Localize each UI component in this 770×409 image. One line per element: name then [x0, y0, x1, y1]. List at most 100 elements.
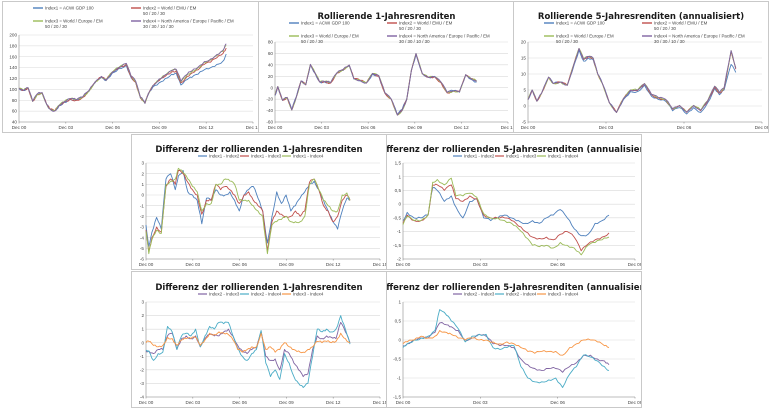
series-line-2: [402, 183, 610, 252]
y-tick-label: 0: [398, 338, 401, 343]
chart-title: Rollierende 1-Jahresrenditen: [317, 12, 455, 22]
series-line-3: [145, 331, 351, 354]
legend-label: 30 / 30 / 10 / 30: [399, 39, 430, 44]
chart-svg: Differenz der rollierenden 1-Jahresrendi…: [139, 283, 386, 405]
chart-title: Rollierende 5-Jahresrenditen (annualisie…: [538, 12, 744, 22]
legend-label: Index1 - Index4: [293, 154, 324, 159]
y-tick-label: 5: [523, 88, 526, 93]
y-tick-label: 0,5: [395, 319, 402, 324]
x-tick-label: Dec 06: [105, 125, 120, 130]
x-tick-label: Dec 00: [396, 400, 411, 405]
y-tick-label: 160: [9, 54, 17, 59]
legend-label: Index3 = World / Europe / EM: [45, 19, 103, 24]
x-tick-label: Dec 00: [139, 262, 154, 267]
y-tick-label: 1: [398, 300, 401, 305]
x-tick-label: Dec 06: [232, 262, 247, 267]
series-line-1: [402, 322, 610, 373]
series-line-1: [145, 170, 351, 247]
legend-label: Index2 - Index3: [464, 292, 495, 297]
y-tick-label: 0: [141, 340, 144, 345]
chart-title: Differenz der rollierenden 1-Jahresrendi…: [155, 283, 362, 293]
chart-panel-diff-1y-index234: Differenz der rollierenden 1-Jahresrendi…: [131, 271, 387, 408]
y-tick-label: 1: [141, 182, 144, 187]
x-tick-label: Dec 12: [199, 125, 214, 130]
y-tick-label: -20: [266, 97, 273, 102]
series-line-2: [402, 309, 610, 388]
chart-svg: Differenz der rollierenden 1-Jahresrendi…: [139, 145, 386, 267]
y-tick-label: 0: [523, 104, 526, 109]
x-tick-label: Dec 06: [550, 262, 565, 267]
chart-svg: Rollierende 1-Jahresrenditen -60 -40 -20 0 20…: [266, 12, 514, 130]
legend-label: Index1 - Index3: [506, 154, 537, 159]
legend-label: 50 / 20 / 30: [556, 39, 579, 44]
y-tick-label: 80: [12, 98, 18, 103]
legend-label: Index2 - Index4: [251, 292, 282, 297]
x-tick-label: Dec 06: [232, 400, 247, 405]
series-line-1: [18, 53, 227, 112]
x-tick-label: Dec 03: [473, 262, 488, 267]
legend-label: Index2 = World / EMU / EM: [143, 6, 197, 11]
y-tick-label: -1: [140, 354, 145, 359]
legend-label: Index2 = World / EMU / EM: [399, 21, 453, 26]
series-line-4: [527, 47, 737, 113]
x-tick-label: Dec 09: [279, 262, 294, 267]
y-tick-label: -3: [140, 225, 145, 230]
legend-label: Index4 = North America / Europe / Pacifi…: [143, 19, 234, 24]
legend-label: Index1 = ACWI GDP 100: [301, 21, 350, 26]
y-tick-label: 180: [9, 43, 17, 48]
legend-label: Index1 = ACWI GDP 100: [556, 21, 605, 26]
legend-label: Index3 = World / Europe / EM: [556, 34, 614, 39]
y-tick-label: -4: [140, 235, 145, 240]
chart-panel-rolling-1y-returns: Rollierende 1-Jahresrenditen -60 -40 -20 0 20…: [258, 1, 515, 133]
legend-label: 50 / 20 / 30: [399, 26, 422, 31]
x-tick-label: Dec 00: [12, 125, 27, 130]
x-tick-label: Dec 09: [628, 262, 641, 267]
y-tick-label: 0: [141, 193, 144, 198]
legend-label: 50 / 20 / 30: [654, 26, 677, 31]
chart-panel-diff-1y-index1: Differenz der rollierenden 1-Jahresrendi…: [131, 134, 387, 270]
y-tick-label: 20: [268, 74, 274, 79]
y-tick-label: 15: [521, 56, 527, 61]
legend-label: Index4 = North America / Europe / Pacifi…: [399, 34, 490, 39]
legend-label: Index3 = World / Europe / EM: [301, 34, 359, 39]
chart-panel-diff-5y-index1: Differenz der rollierenden 5-Jahresrendi…: [386, 134, 642, 270]
y-tick-label: 0,5: [395, 188, 402, 193]
x-tick-label: Dec 09: [408, 125, 423, 130]
series-line-1: [402, 187, 610, 237]
x-tick-label: Dec 09: [755, 125, 768, 130]
x-tick-label: Dec 03: [59, 125, 74, 130]
legend-label: Index2 - Index4: [506, 292, 537, 297]
x-tick-label: Dec 00: [268, 125, 283, 130]
series-line-2: [145, 315, 351, 388]
x-tick-label: Dec 15: [373, 400, 386, 405]
chart-svg: 40 60 80 100 120 140 160 180 200 Dec 00 Dec 03 Dec …: [9, 6, 259, 131]
series-line-4: [18, 43, 227, 112]
x-tick-label: Dec 06: [677, 125, 692, 130]
y-tick-label: 20: [521, 40, 527, 45]
legend-label: Index4 = North America / Europe / Pacifi…: [654, 34, 745, 39]
y-tick-label: -1: [397, 229, 402, 234]
y-tick-label: -2: [140, 367, 145, 372]
y-tick-label: -4: [140, 395, 145, 400]
legend-label: Index1 - Index3: [251, 154, 282, 159]
y-tick-label: 2: [141, 171, 144, 176]
legend-label: Index1 - Index4: [548, 154, 579, 159]
x-tick-label: Dec 12: [326, 400, 341, 405]
legend-label: Index3 - Index4: [293, 292, 324, 297]
series-line-3: [145, 167, 351, 255]
x-tick-label: Dec 00: [139, 400, 154, 405]
series-line-3: [402, 330, 610, 356]
y-tick-label: -1,5: [393, 243, 401, 248]
y-tick-label: -5: [140, 246, 145, 251]
x-tick-label: Dec 12: [454, 125, 469, 130]
y-tick-label: -3: [140, 381, 145, 386]
y-tick-label: 0: [398, 202, 401, 207]
y-tick-label: -2: [140, 214, 145, 219]
x-tick-label: Dec 06: [550, 400, 565, 405]
x-tick-label: Dec 15: [501, 125, 514, 130]
x-tick-label: Dec 15: [373, 262, 386, 267]
x-tick-label: Dec 09: [279, 400, 294, 405]
x-tick-label: Dec 00: [396, 262, 411, 267]
chart-panel-diff-5y-index234: Differenz der rollierenden 5-Jahresrendi…: [386, 271, 642, 408]
y-tick-label: 3: [141, 161, 144, 166]
